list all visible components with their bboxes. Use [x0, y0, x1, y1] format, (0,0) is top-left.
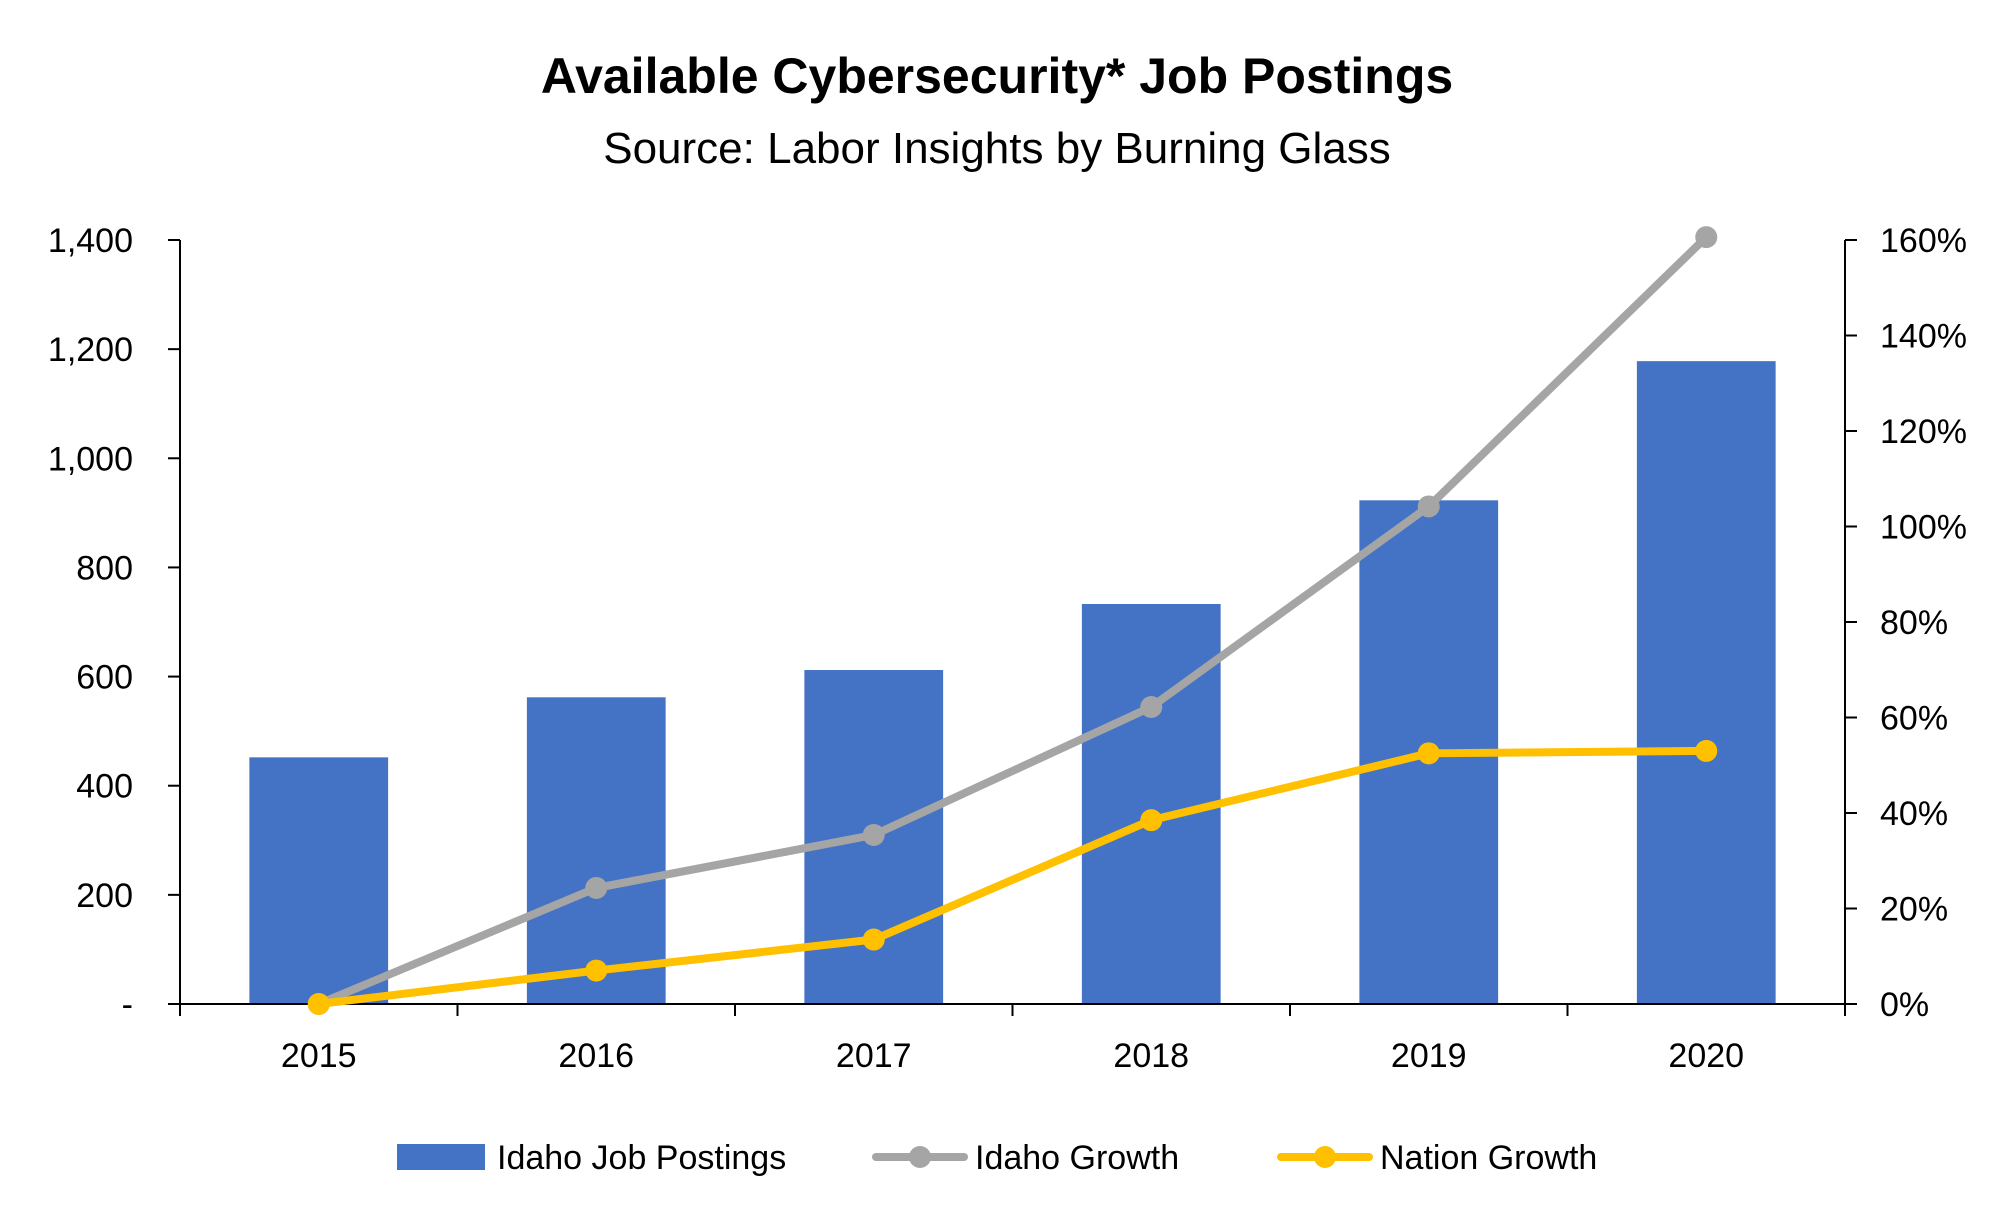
right-tick-label: 140%: [1880, 318, 1967, 356]
right-tick-label: 20%: [1880, 891, 1948, 929]
point-nation-growth-2015: [307, 993, 330, 1015]
x-tick-label-2016: 2016: [558, 1037, 634, 1075]
point-idaho-growth-2018: [1140, 695, 1163, 718]
legend: Idaho Job Postings Idaho Growth Nation Gro…: [397, 1139, 1597, 1177]
right-tick-label: 160%: [1880, 222, 1967, 260]
legend-swatch-idaho-job-postings: [397, 1144, 485, 1170]
right-tick-label: 0%: [1880, 986, 1929, 1024]
x-tick-label-2017: 2017: [836, 1037, 912, 1075]
left-tick-label: -: [122, 986, 133, 1024]
x-tick-label-2019: 2019: [1391, 1037, 1467, 1075]
chart-subtitle: Source: Labor Insights by Burning Glass: [603, 124, 1391, 173]
left-tick-label: 1,200: [48, 331, 133, 369]
legend-marker-idaho-growth: [909, 1146, 931, 1168]
point-idaho-growth-2020: [1695, 226, 1718, 249]
left-tick-label: 1,000: [48, 440, 133, 478]
point-nation-growth-2017: [862, 928, 885, 951]
chart-title: Available Cybersecurity* Job Postings: [541, 48, 1453, 104]
left-tick-label: 400: [76, 768, 133, 806]
point-nation-growth-2018: [1140, 809, 1163, 832]
point-idaho-growth-2017: [862, 823, 885, 846]
left-tick-label: 800: [76, 549, 133, 587]
right-tick-label: 80%: [1880, 604, 1948, 642]
point-idaho-growth-2016: [585, 876, 608, 899]
line-nation-growth: [314, 746, 1711, 1008]
bar-2015: [249, 757, 389, 1004]
line-idaho-growth: [314, 233, 1711, 1008]
right-tick-label: 60%: [1880, 700, 1948, 738]
plot-area: - 200 400 600 800 1,000 1,200 1,400 0% 20% 40% 60% 8…: [48, 222, 1967, 1075]
x-tick-label-2015: 2015: [281, 1037, 357, 1075]
point-nation-growth-2020: [1695, 739, 1718, 762]
legend-marker-nation-growth: [1314, 1146, 1336, 1168]
left-tick-label: 200: [76, 877, 133, 915]
left-tick-label: 1,400: [48, 222, 133, 260]
point-nation-growth-2016: [585, 959, 608, 982]
point-nation-growth-2019: [1417, 742, 1440, 765]
left-tick-label: 600: [76, 659, 133, 697]
legend-label-idaho-job-postings: Idaho Job Postings: [497, 1139, 786, 1177]
right-tick-label: 120%: [1880, 413, 1967, 451]
bar-2018: [1081, 603, 1221, 1004]
right-tick-label: 40%: [1880, 795, 1948, 833]
legend-label-nation-growth: Nation Growth: [1380, 1139, 1597, 1177]
right-tick-label: 100%: [1880, 509, 1967, 547]
point-idaho-growth-2019: [1417, 495, 1440, 518]
bar-2016: [526, 697, 666, 1004]
x-tick-label-2018: 2018: [1113, 1037, 1189, 1075]
bar-2020: [1636, 361, 1776, 1004]
legend-label-idaho-growth: Idaho Growth: [975, 1139, 1179, 1177]
x-tick-label-2020: 2020: [1668, 1037, 1744, 1075]
